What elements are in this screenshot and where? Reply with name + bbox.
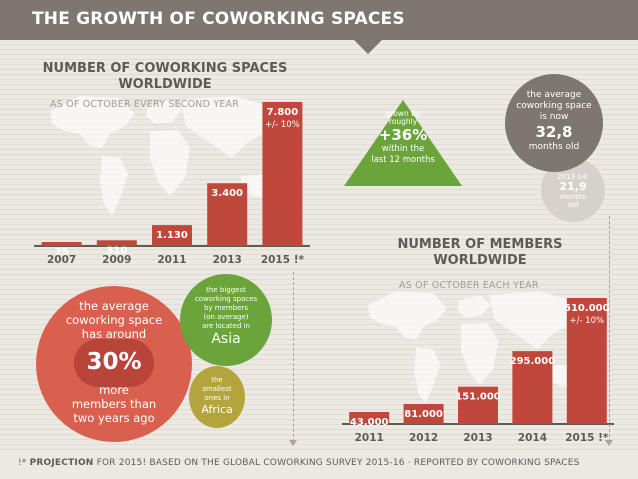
age-prev-value: 21,9 bbox=[559, 180, 587, 193]
header-notch bbox=[352, 38, 384, 54]
growth-text: grown by roughly +36% within the last 12… bbox=[362, 110, 444, 166]
growth-value: +36% bbox=[378, 126, 428, 144]
age-value: 32,8 bbox=[535, 123, 573, 141]
bar-2011 bbox=[152, 225, 192, 246]
members-line1: the average bbox=[79, 299, 149, 313]
page-title: THE GROWTH OF COWORKING SPACES bbox=[32, 9, 405, 29]
africa-line2: smallest bbox=[202, 385, 232, 393]
data-label: 81.000 bbox=[404, 409, 443, 420]
data-label: 295.000 bbox=[510, 356, 556, 367]
africa-circle: the smallest ones in Africa bbox=[189, 366, 245, 428]
growth-triangle bbox=[344, 100, 462, 186]
data-label: 151.000 bbox=[455, 392, 501, 403]
x-tick-label: 2007 bbox=[47, 254, 76, 266]
footnote-mark: !* bbox=[18, 458, 27, 468]
x-tick-label: 2015 !* bbox=[261, 254, 305, 266]
spaces-chart-title: NUMBER OF COWORKING SPACES WORLDWIDE bbox=[42, 61, 288, 92]
age-unit: months old bbox=[528, 142, 580, 152]
x-tick-label: 2013 bbox=[463, 432, 492, 444]
x-tick-label: 2015 !* bbox=[565, 432, 609, 444]
asia-place: Asia bbox=[211, 331, 241, 347]
data-label: 75 bbox=[55, 247, 69, 258]
members-chart-title: NUMBER OF MEMBERS WORLDWIDE bbox=[397, 237, 563, 268]
age-prev-unit1: months bbox=[559, 193, 587, 201]
guide-line-right bbox=[609, 216, 610, 442]
members-line5: members than bbox=[71, 397, 157, 411]
asia-line5: are located in bbox=[201, 322, 250, 330]
x-tick-label: 2012 bbox=[409, 432, 438, 444]
data-label: 43.000 bbox=[350, 417, 389, 428]
members-value: 30% bbox=[86, 349, 142, 375]
data-label: 7.800 bbox=[267, 107, 299, 118]
africa-place: Africa bbox=[201, 403, 233, 416]
members-bottom-text: more members than two years ago bbox=[40, 383, 188, 425]
x-tick-label: 2009 bbox=[102, 254, 131, 266]
members-chart-subtitle: AS OF OCTOBER EACH YEAR bbox=[399, 280, 539, 291]
bar-2014 bbox=[512, 351, 553, 424]
margin-annotation: +/- 10% bbox=[265, 120, 300, 130]
age-line1: the average bbox=[526, 90, 582, 100]
guide-arrow-left bbox=[289, 440, 297, 446]
asia-line2: coworking spaces bbox=[194, 295, 258, 303]
data-label: 310 bbox=[106, 245, 127, 256]
guide-line-left bbox=[293, 272, 294, 442]
age-circle: the average coworking space is now 32,8 … bbox=[505, 74, 603, 172]
members-line4: more bbox=[99, 383, 129, 397]
asia-line3: by members bbox=[203, 304, 249, 312]
bar-2013 bbox=[458, 386, 498, 424]
growth-line2: roughly bbox=[388, 117, 418, 126]
x-tick-label: 2011 bbox=[355, 432, 384, 444]
age-prev-unit2: old bbox=[567, 201, 579, 209]
asia-line4: (on average) bbox=[203, 313, 249, 321]
bar-2012 bbox=[403, 403, 444, 424]
bar-2015 bbox=[262, 102, 303, 246]
header-banner: THE GROWTH OF COWORKING SPACES bbox=[0, 0, 638, 40]
asia-circle: the biggest coworking spaces by members … bbox=[180, 274, 272, 366]
members-line3: has around bbox=[81, 327, 147, 341]
growth-line3: within the bbox=[381, 144, 425, 154]
footnote-text: FOR 2015! BASED ON THE GLOBAL COWORKING … bbox=[96, 458, 580, 468]
footer bbox=[0, 452, 638, 479]
age-line2: coworking space bbox=[516, 101, 592, 111]
africa-line1: the bbox=[211, 376, 223, 384]
growth-line4: last 12 months bbox=[371, 155, 435, 165]
age-prev-label: 2013-14: bbox=[557, 173, 589, 181]
age-line3: is now bbox=[539, 112, 569, 122]
guide-arrow-right bbox=[605, 440, 613, 446]
x-tick-label: 2014 bbox=[518, 432, 547, 444]
members-value-circle: 30% bbox=[74, 339, 154, 387]
data-label: 3.400 bbox=[211, 188, 243, 199]
bar-2011 bbox=[349, 412, 390, 424]
bar-2013 bbox=[207, 183, 248, 246]
data-label: 510.000 bbox=[564, 303, 610, 314]
x-tick-label: 2011 bbox=[157, 254, 186, 266]
x-tick-label: 2013 bbox=[213, 254, 242, 266]
margin-annotation: +/- 10% bbox=[569, 316, 604, 326]
footnote: !* PROJECTION FOR 2015! BASED ON THE GLO… bbox=[18, 458, 580, 468]
bar-2007 bbox=[41, 242, 82, 246]
bar-2015 bbox=[566, 298, 607, 424]
members-line2: coworking space bbox=[65, 313, 163, 327]
growth-line1: grown by bbox=[385, 109, 421, 118]
africa-line3: ones in bbox=[204, 394, 230, 402]
data-label: 1.130 bbox=[156, 230, 188, 241]
members-line6: two years ago bbox=[73, 411, 155, 425]
footnote-bold: PROJECTION bbox=[29, 458, 94, 468]
bar-2009 bbox=[96, 240, 137, 246]
spaces-chart-subtitle: AS OF OCTOBER EVERY SECOND YEAR bbox=[50, 99, 240, 110]
asia-line1: the biggest bbox=[206, 286, 246, 294]
